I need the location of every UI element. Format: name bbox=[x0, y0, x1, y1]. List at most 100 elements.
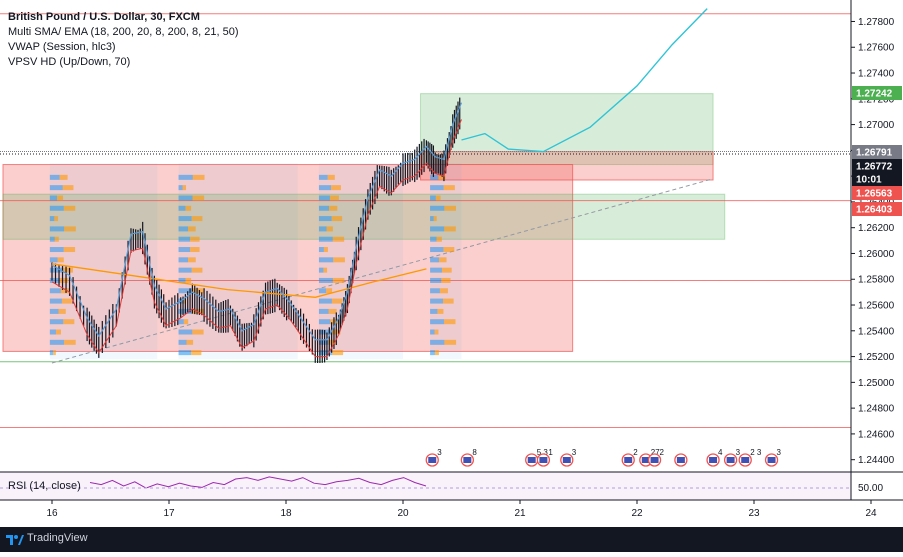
vp-bar-down bbox=[433, 216, 437, 222]
vp-bar-down bbox=[182, 298, 187, 304]
vp-bar-down bbox=[332, 236, 345, 242]
vp-bar-down bbox=[444, 319, 456, 325]
vp-bar-up bbox=[49, 319, 64, 325]
event-flag-count: 2 3 bbox=[750, 448, 762, 457]
vp-bar-down bbox=[192, 329, 204, 335]
vp-bar-down bbox=[190, 247, 200, 253]
vp-bar-up bbox=[49, 257, 58, 263]
vp-bar-down bbox=[62, 267, 74, 273]
vp-bar-up bbox=[318, 257, 334, 263]
event-flag-fill bbox=[726, 457, 735, 463]
vp-bar-up bbox=[178, 185, 183, 191]
footer-bar: TradingView bbox=[0, 527, 903, 552]
vp-bar-down bbox=[58, 308, 66, 314]
vp-bar-up bbox=[49, 247, 64, 253]
event-flag-fill bbox=[562, 457, 571, 463]
vp-bar-down bbox=[54, 236, 59, 242]
zone-green-0 bbox=[420, 93, 714, 166]
badge-current-a-bg bbox=[852, 145, 902, 159]
badge-countdown: 10:01 bbox=[856, 175, 882, 186]
vp-bar-up bbox=[49, 185, 63, 191]
vp-bar-up bbox=[430, 174, 439, 180]
price-tick-label: 1.27800 bbox=[858, 17, 895, 28]
vp-bar-down bbox=[63, 205, 76, 211]
vp-bar-up bbox=[178, 277, 186, 283]
price-tick-label: 1.25600 bbox=[858, 301, 895, 312]
vp-bar-down bbox=[326, 226, 333, 232]
vp-bar-down bbox=[439, 288, 448, 294]
vp-bar-down bbox=[323, 247, 328, 253]
vp-bar-down bbox=[54, 216, 59, 222]
vp-bar-up bbox=[178, 350, 192, 356]
vp-bar-down bbox=[63, 247, 76, 253]
tradingview-brand[interactable]: TradingView bbox=[27, 532, 88, 544]
event-flag-count: 4 bbox=[718, 448, 723, 457]
vp-bar-down bbox=[434, 329, 439, 335]
event-flag-count: 3 bbox=[437, 448, 442, 457]
vp-bar-up bbox=[318, 319, 331, 325]
vp-bar-up bbox=[49, 350, 54, 356]
vp-bar-up bbox=[318, 288, 327, 294]
vp-bar-up bbox=[178, 174, 193, 180]
badge-level-a: 1.26563 bbox=[856, 189, 893, 200]
chart-background bbox=[0, 0, 903, 527]
vp-bar-up bbox=[178, 205, 186, 211]
vp-bar-up bbox=[430, 277, 442, 283]
price-tick-label: 1.24400 bbox=[858, 455, 895, 466]
support-trendline bbox=[51, 178, 714, 364]
vp-bar-up bbox=[178, 339, 187, 345]
vp-bar-up bbox=[178, 236, 191, 242]
vp-bar-down bbox=[61, 298, 72, 304]
vp-bar-up bbox=[178, 195, 193, 201]
indicator-vwap[interactable]: VWAP (Session, hlc3) bbox=[8, 41, 116, 53]
vp-bar-down bbox=[64, 339, 76, 345]
vp-bar-up bbox=[430, 288, 440, 294]
badge-current-a: 1.26791 bbox=[856, 148, 893, 159]
badge-level-b: 1.26403 bbox=[856, 205, 893, 216]
price-tick-label: 1.27400 bbox=[858, 69, 895, 80]
vp-bar-up bbox=[49, 195, 58, 201]
rsi-legend[interactable]: RSI (14, close) bbox=[8, 480, 81, 492]
time-tick-label: 20 bbox=[397, 508, 409, 519]
vp-bar-up bbox=[178, 329, 193, 335]
vp-bar-down bbox=[330, 319, 340, 325]
vp-bar-up bbox=[49, 308, 59, 314]
vp-bar-up bbox=[318, 339, 329, 345]
vp-bar-down bbox=[329, 195, 339, 201]
price-tick-label: 1.25800 bbox=[858, 275, 895, 286]
vp-bar-up bbox=[178, 226, 188, 232]
event-flag-count: 2 bbox=[633, 448, 638, 457]
price-tick-label: 1.24800 bbox=[858, 404, 895, 415]
vp-bar-down bbox=[64, 226, 76, 232]
vp-bar-up bbox=[178, 288, 193, 294]
vp-bar-down bbox=[438, 174, 446, 180]
indicator-vpsv[interactable]: VPSV HD (Up/Down, 70) bbox=[8, 56, 131, 68]
badge-target-bg bbox=[852, 86, 902, 100]
symbol-title[interactable]: British Pound / U.S. Dollar, 30, FXCM bbox=[8, 11, 200, 23]
vp-bar-up bbox=[178, 257, 188, 263]
vp-bar-up bbox=[178, 216, 192, 222]
price-tick-label: 1.27000 bbox=[858, 120, 895, 131]
event-flag-fill bbox=[767, 457, 776, 463]
time-tick-label: 22 bbox=[631, 508, 643, 519]
vp-bar-down bbox=[191, 267, 203, 273]
vp-bar-up bbox=[178, 267, 192, 273]
time-tick-label: 21 bbox=[514, 508, 526, 519]
event-flag-count: 1 bbox=[548, 448, 553, 457]
sma-orange-line bbox=[51, 263, 427, 298]
vp-bar-up bbox=[430, 205, 445, 211]
vp-bar-down bbox=[331, 185, 341, 191]
vp-bar-down bbox=[441, 267, 452, 273]
event-flag-count: 27 bbox=[651, 448, 660, 457]
vp-bar-up bbox=[49, 288, 61, 294]
vp-bar-up bbox=[430, 216, 434, 222]
tradingview-logo-icon bbox=[6, 535, 24, 545]
vp-bar-down bbox=[444, 226, 456, 232]
event-flag-count: 3 bbox=[572, 448, 577, 457]
indicator-sma-ema[interactable]: Multi SMA/ EMA (18, 200, 20, 8, 200, 8, … bbox=[8, 26, 239, 38]
vp-bar-up bbox=[430, 185, 444, 191]
event-flag-fill bbox=[741, 457, 750, 463]
vp-bar-up bbox=[318, 216, 332, 222]
